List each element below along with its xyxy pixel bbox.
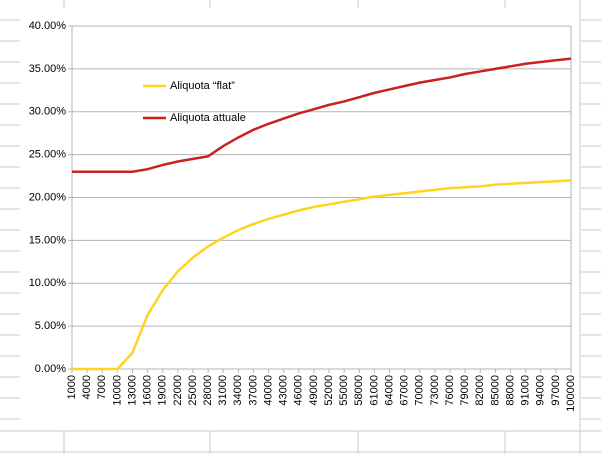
x-tick-label: 52000 — [323, 375, 335, 406]
y-tick-label: 10.00% — [29, 277, 67, 289]
x-tick-label: 85000 — [489, 375, 501, 406]
x-tick-label: 64000 — [383, 375, 395, 406]
x-tick-label: 58000 — [353, 375, 365, 406]
x-tick-label: 43000 — [278, 375, 290, 406]
x-tick-label: 34000 — [232, 375, 244, 406]
x-tick-label: 19000 — [157, 375, 169, 406]
y-tick-label: 30.00% — [29, 106, 67, 118]
x-tick-label: 73000 — [429, 375, 441, 406]
x-tick-label: 79000 — [459, 375, 471, 406]
x-tick-label: 28000 — [202, 375, 214, 406]
x-tick-label: 70000 — [414, 375, 426, 406]
series-line — [72, 179, 572, 371]
x-tick-label: 91000 — [520, 375, 532, 406]
y-tick-label: 15.00% — [29, 234, 67, 246]
x-tick-label: 97000 — [550, 375, 562, 406]
x-tick-label: 49000 — [308, 375, 320, 406]
x-tick-label: 25000 — [187, 375, 199, 406]
y-tick-label: 40.00% — [29, 20, 67, 32]
y-tick-label: 0.00% — [35, 363, 66, 375]
y-tick-label: 35.00% — [29, 63, 67, 75]
x-tick-label: 55000 — [338, 375, 350, 406]
legend-label: Aliquota attuale — [170, 112, 246, 124]
x-tick-label: 94000 — [535, 375, 547, 406]
x-tick-label: 22000 — [172, 375, 184, 406]
x-tick-label: 31000 — [217, 375, 229, 406]
x-tick-label: 88000 — [504, 375, 516, 406]
y-tick-label: 5.00% — [35, 320, 66, 332]
y-tick-label: 20.00% — [29, 191, 67, 203]
x-tick-label: 7000 — [96, 375, 108, 399]
x-tick-label: 13000 — [126, 375, 138, 406]
x-tick-label: 67000 — [399, 375, 411, 406]
x-tick-label: 4000 — [81, 375, 93, 399]
x-tick-label: 76000 — [444, 375, 456, 406]
x-tick-label: 46000 — [293, 375, 305, 406]
y-tick-label: 25.00% — [29, 149, 67, 161]
legend-label: Aliquota “flat” — [170, 80, 235, 92]
x-tick-label: 37000 — [247, 375, 259, 406]
x-tick-label: 16000 — [142, 375, 154, 406]
x-tick-label: 10000 — [111, 375, 123, 406]
series-line — [72, 57, 572, 174]
x-tick-label: 100000 — [565, 375, 577, 412]
x-tick-label: 61000 — [368, 375, 380, 406]
x-tick-label: 82000 — [474, 375, 486, 406]
x-tick-label: 40000 — [262, 375, 274, 406]
x-tick-label: 1000 — [66, 375, 78, 399]
